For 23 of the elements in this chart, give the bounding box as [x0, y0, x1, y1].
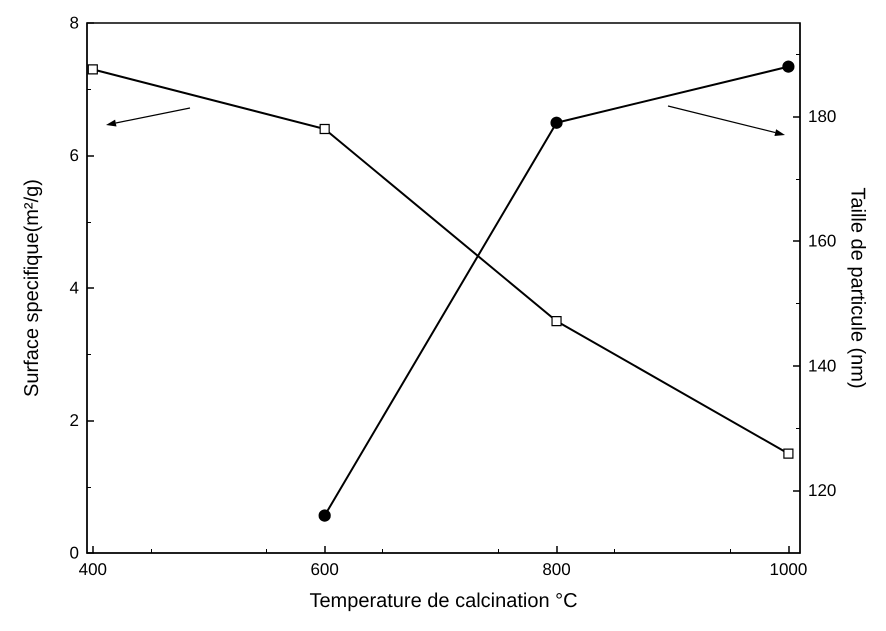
x-tick-label: 400	[78, 560, 107, 579]
point	[550, 116, 563, 129]
x-tick-label: 600	[310, 560, 339, 579]
y-tick-label: 2	[70, 411, 79, 430]
y2-tick-label: 120	[808, 481, 836, 500]
point	[783, 448, 794, 459]
y2-tick-label: 140	[808, 356, 836, 376]
y-tick-label: 8	[70, 14, 79, 32]
y-tick-label: 6	[70, 146, 79, 165]
x-tick-label: 800	[542, 560, 571, 579]
x-axis-title: Temperature de calcination °C	[309, 590, 578, 612]
point	[318, 509, 331, 522]
point	[320, 124, 330, 134]
x-tick-label: 1000	[769, 560, 808, 579]
y-tick-label: 4	[70, 278, 79, 298]
point	[551, 316, 562, 326]
y2-axis-title: Taille de particule (nm)	[846, 187, 868, 389]
y2-tick-label: 180	[808, 107, 836, 126]
point	[782, 60, 795, 73]
point	[88, 64, 98, 74]
y-tick-label: 0	[70, 544, 79, 562]
y-axis-title: Surface specifique(m²/g)	[21, 179, 43, 397]
y2-tick-label: 160	[808, 232, 836, 251]
